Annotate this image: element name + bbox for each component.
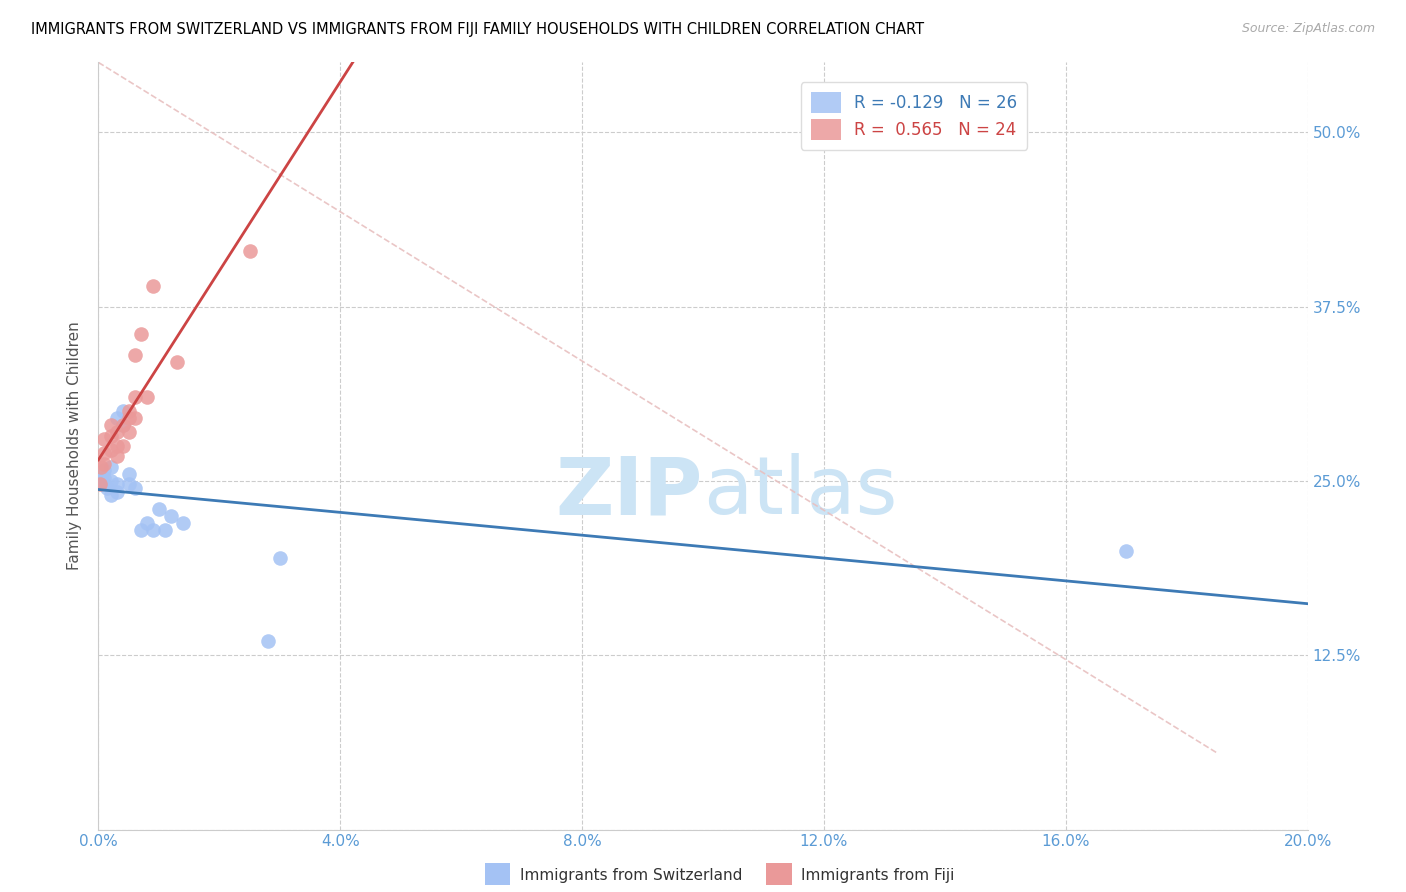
Point (105, 449, 128, 463)
Point (172, 516, 194, 530)
Point (269, 550, 291, 565)
Point (111, 404, 134, 418)
Point (105, 425, 128, 439)
Point (93, 432, 115, 446)
Point (135, 516, 157, 530)
Point (111, 439, 134, 453)
Point (90, 459, 112, 474)
Point (118, 467, 141, 481)
Point (100, 488, 122, 502)
Point (160, 508, 183, 523)
Point (90, 471, 112, 485)
Point (105, 439, 128, 453)
Point (1115, 543, 1137, 558)
Text: ZIP: ZIP (555, 453, 703, 531)
Text: atlas: atlas (703, 453, 897, 531)
Point (142, 523, 165, 537)
Point (124, 481, 146, 495)
Point (93, 457, 115, 471)
Point (153, 523, 176, 537)
Point (93, 476, 115, 491)
Point (105, 476, 128, 491)
Y-axis label: Family Households with Children: Family Households with Children (67, 322, 83, 570)
Text: Immigrants from Fiji: Immigrants from Fiji (801, 869, 955, 883)
Point (135, 390, 157, 404)
Point (129, 327, 152, 342)
Text: IMMIGRANTS FROM SWITZERLAND VS IMMIGRANTS FROM FIJI FAMILY HOUSEHOLDS WITH CHILD: IMMIGRANTS FROM SWITZERLAND VS IMMIGRANT… (31, 22, 924, 37)
Point (100, 459, 122, 474)
Point (118, 425, 141, 439)
Point (239, 244, 262, 258)
Point (166, 355, 188, 369)
Point (124, 390, 146, 404)
Point (124, 411, 146, 425)
Point (105, 411, 128, 425)
Point (93, 446, 115, 460)
Point (100, 443, 122, 458)
Point (100, 474, 122, 488)
Point (111, 418, 134, 433)
Point (89, 476, 111, 491)
Point (93, 471, 115, 485)
Point (118, 476, 141, 491)
Point (100, 418, 122, 433)
Point (129, 523, 152, 537)
Point (256, 634, 278, 648)
Point (100, 429, 122, 443)
Point (124, 348, 146, 362)
Point (105, 485, 128, 500)
Point (96, 481, 118, 495)
Point (118, 411, 141, 425)
Point (111, 418, 134, 433)
Point (142, 278, 165, 293)
Point (93, 463, 115, 477)
Point (118, 404, 141, 418)
Text: Source: ZipAtlas.com: Source: ZipAtlas.com (1241, 22, 1375, 36)
Text: Immigrants from Switzerland: Immigrants from Switzerland (520, 869, 742, 883)
Legend: R = -0.129   N = 26, R =  0.565   N = 24: R = -0.129 N = 26, R = 0.565 N = 24 (801, 82, 1028, 150)
Point (148, 501, 170, 516)
